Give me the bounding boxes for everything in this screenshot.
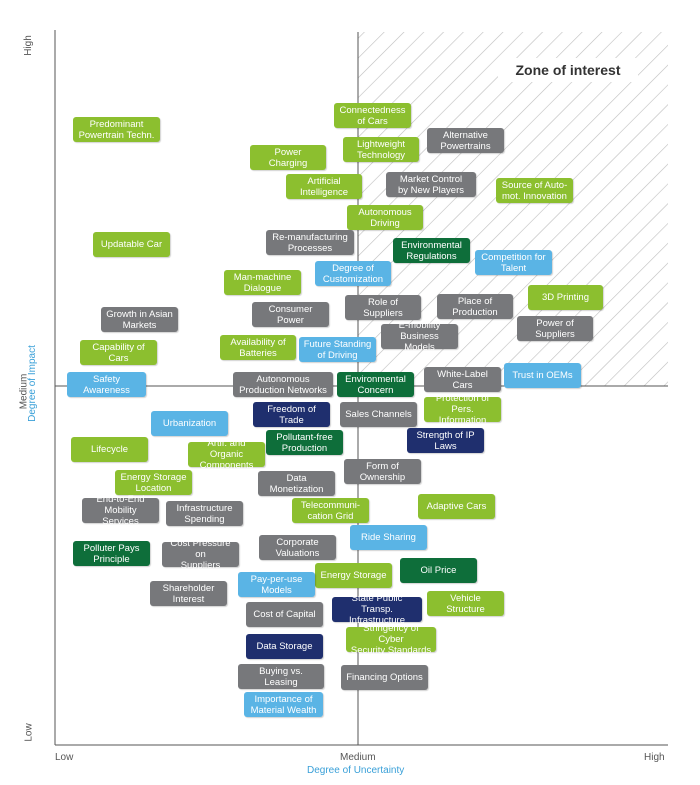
y-axis-title: Degree of Impact (26, 345, 38, 422)
x-axis-medium-label: Medium (340, 752, 376, 763)
factor-3d-printing: 3D Printing (528, 285, 603, 310)
factor-lifecycle: Lifecycle (71, 437, 148, 462)
factor-place-of-production: Place of Production (437, 294, 513, 319)
factor-shareholder-interest: Shareholder Interest (150, 581, 227, 606)
factor-strength-of-ip-laws: Strength of IP Laws (407, 428, 484, 453)
factor-cost-pressure-on-suppliers: Cost Pressure on Suppliers (162, 538, 239, 571)
factor-autonomous-production-networks: Autonomous Production Networks (233, 372, 333, 397)
factor-power-of-suppliers: Power of Suppliers (517, 316, 593, 341)
factor-updatable-car: Updatable Car (93, 232, 170, 257)
factor-trust-in-oems: Trust in OEMs (504, 363, 581, 388)
factor-state-public-transp-infrastructure: State Public Transp. Infrastructure (332, 593, 422, 626)
factor-corporate-valuations: Corporate Valuations (259, 535, 336, 560)
factor-oil-price: Oil Price (400, 558, 477, 583)
y-axis-low-label: Low (23, 723, 35, 742)
zone-of-interest-label: Zone of interest (498, 58, 638, 82)
factor-alternative-powertrains: Alternative Powertrains (427, 128, 504, 153)
factor-form-of-ownership: Form of Ownership (344, 459, 421, 484)
x-axis-high-label: High (644, 752, 665, 763)
factor-vehicle-structure: Vehicle Structure (427, 591, 504, 616)
factor-telecommuni-cation-grid: Telecommuni- cation Grid (292, 498, 369, 523)
factor-importance-of-material-wealth: Importance of Material Wealth (244, 692, 323, 717)
factor-buying-vs-leasing: Buying vs. Leasing (238, 664, 324, 689)
factor-source-of-auto-mot-innovation: Source of Auto- mot. Innovation (496, 178, 573, 203)
factor-cost-of-capital: Cost of Capital (246, 602, 323, 627)
factor-artificial-intelligence: Artificial Intelligence (286, 174, 362, 199)
factor-polluter-pays-principle: Polluter Pays Principle (73, 541, 150, 566)
factor-lightweight-technology: Lightweight Technology (343, 137, 419, 162)
factor-competition-for-talent: Competition for Talent (475, 250, 552, 275)
factor-autonomous-driving: Autonomous Driving (347, 205, 423, 230)
x-axis-title: Degree of Uncertainty (307, 765, 405, 776)
factor-safety-awareness: Safety Awareness (67, 372, 146, 397)
factor-protection-of-pers-information: Protection of Pers. Information (424, 393, 501, 426)
factor-energy-storage-location: Energy Storage Location (115, 470, 192, 495)
factor-financing-options: Financing Options (341, 665, 428, 690)
factor-data-monetization: Data Monetization (258, 471, 335, 496)
factor-ride-sharing: Ride Sharing (350, 525, 427, 550)
factor-adaptive-cars: Adaptive Cars (418, 494, 495, 519)
factor-artif-and-organic-components: Artif. and Organic Components (188, 438, 265, 471)
factor-consumer-power: Consumer Power (252, 302, 329, 327)
factor-end-to-end-mobility-services: End-to-End Mobility Services (82, 494, 159, 527)
factor-connectedness-of-cars: Connectedness of Cars (334, 103, 411, 128)
factor-freedom-of-trade: Freedom of Trade (253, 402, 330, 427)
factor-stringency-of-cyber-security-standards: Stringency of Cyber Security Standards (346, 623, 436, 656)
factor-infrastructure-spending: Infrastructure Spending (166, 501, 243, 526)
factor-predominant-powertrain-techn: Predominant Powertrain Techn. (73, 117, 160, 142)
factor-power-charging: Power Charging (250, 145, 326, 170)
factor-environmental-regulations: Environmental Regulations (393, 238, 470, 263)
factor-e-mobility-business-models: E-mobility Business Models (381, 320, 458, 353)
y-axis-high-label: High (22, 35, 34, 56)
factor-re-manufacturing-processes: Re-manufacturing Processes (266, 230, 354, 255)
factor-pollutant-free-production: Pollutant-free Production (266, 430, 343, 455)
factor-role-of-suppliers: Role of Suppliers (345, 295, 421, 320)
factor-pay-per-use-models: Pay-per-use Models (238, 572, 315, 597)
factor-data-storage: Data Storage (246, 634, 323, 659)
factor-growth-in-asian-markets: Growth in Asian Markets (101, 307, 178, 332)
factor-man-machine-dialogue: Man-machine Dialogue (224, 270, 301, 295)
factor-environmental-concern: Environmental Concern (337, 372, 414, 397)
x-axis-low-label: Low (55, 752, 74, 763)
factor-degree-of-customization: Degree of Customization (315, 261, 391, 286)
factor-white-label-cars: White-Label Cars (424, 367, 501, 392)
factor-availability-of-batteries: Availability of Batteries (220, 335, 296, 360)
factor-sales-channels: Sales Channels (340, 402, 417, 427)
factor-urbanization: Urbanization (151, 411, 228, 436)
factor-future-standing-of-driving: Future Standing of Driving (299, 337, 376, 362)
factor-energy-storage: Energy Storage (315, 563, 392, 588)
factor-market-control-by-new-players: Market Control by New Players (386, 172, 476, 197)
factor-capability-of-cars: Capability of Cars (80, 340, 157, 365)
